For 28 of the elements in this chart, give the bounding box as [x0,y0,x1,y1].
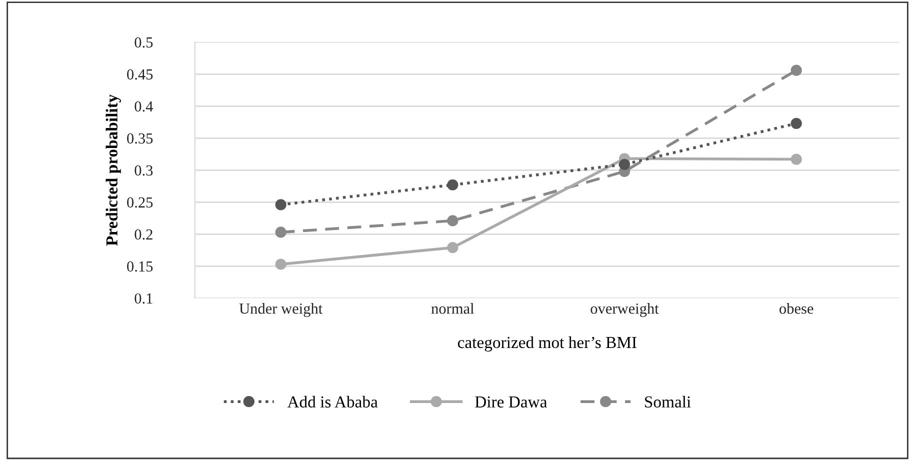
point [790,118,802,129]
y-tick-label: 0.45 [127,69,153,80]
point [790,154,802,165]
point [447,179,458,190]
y-tick-label: 0.5 [134,37,153,48]
point [790,64,802,76]
y-tick-label: 0.3 [134,165,153,176]
x-tick-label: obese [780,303,814,314]
y-tick-label: 0.4 [134,101,153,112]
point [447,215,458,226]
x-tick-label: Under weight [239,303,323,317]
point [275,258,286,270]
x-axis-title: categorized mot her’s BMI [458,336,636,352]
y-tick-label: 0.2 [134,229,152,240]
legend-label: Add is Ababa [287,396,378,408]
point [275,199,286,210]
point [275,226,286,238]
x-tick-label: normal [431,303,474,314]
x-tick-label: overweight [590,303,659,317]
point [618,158,630,170]
y-axis-title: Predicted probability [106,94,121,246]
y-tick-label: 0.35 [127,133,153,144]
y-tick-label: 0.25 [127,197,153,208]
point [447,242,458,254]
legend-label: Somali [645,396,691,408]
y-tick-label: 0.1 [134,293,152,304]
y-tick-label: 0.15 [127,261,153,272]
legend-label: Dire Dawa [475,396,548,408]
